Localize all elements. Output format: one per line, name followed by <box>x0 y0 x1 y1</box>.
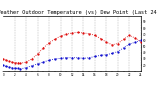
Title: Milwaukee Weather Outdoor Temperature (vs) Dew Point (Last 24 Hours): Milwaukee Weather Outdoor Temperature (v… <box>0 10 160 15</box>
